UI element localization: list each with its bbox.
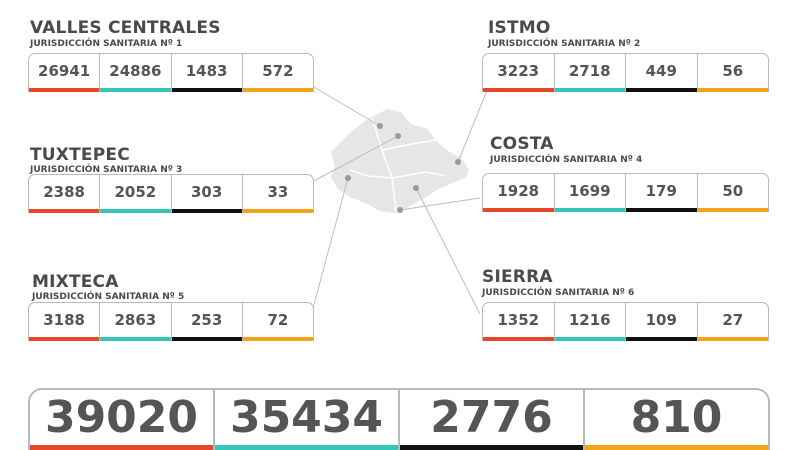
region-subtitle: JURISDICCIÓN SANITARIA Nº 5 xyxy=(32,292,185,302)
jurisdiction-tuxtepec: TUXTEPEC JURISDICCIÓN SANITARIA Nº 3 xyxy=(30,146,182,176)
deaths-value: 303 xyxy=(171,175,243,213)
jurisdiction-costa: COSTA JURISDICCIÓN SANITARIA Nº 4 xyxy=(490,135,642,166)
state-shape xyxy=(329,107,471,215)
region-subtitle: JURISDICCIÓN SANITARIA Nº 2 xyxy=(488,39,641,49)
active-value: 50 xyxy=(697,174,769,212)
deaths-value: 179 xyxy=(626,174,698,212)
region-name: VALLES CENTRALES xyxy=(30,18,221,38)
recovered-value: 2052 xyxy=(100,175,172,213)
jurisdiction-istmo: ISTMO JURISDICCIÓN SANITARIA Nº 2 xyxy=(488,19,640,50)
deaths-value: 109 xyxy=(626,303,698,341)
deaths-value: 449 xyxy=(626,54,698,92)
recovered-value: 1216 xyxy=(554,303,626,341)
recovered-value: 1699 xyxy=(554,174,626,212)
region-name: TUXTEPEC xyxy=(30,145,130,165)
active-value: 572 xyxy=(242,54,313,92)
region-name: COSTA xyxy=(490,134,554,154)
active-value: 56 xyxy=(697,54,769,92)
stats-box-costa: 1928 1699 179 50 xyxy=(482,173,769,212)
region-name: ISTMO xyxy=(488,18,551,38)
total-deaths-value: 2776 xyxy=(400,390,585,450)
stats-box-sierra: 1352 1216 109 27 xyxy=(482,302,769,341)
total-confirmed-value: 39020 xyxy=(30,390,215,450)
active-value: 72 xyxy=(242,303,313,341)
total-active-value: 810 xyxy=(585,390,768,450)
region-subtitle: JURISDICCIÓN SANITARIA Nº 4 xyxy=(490,155,643,165)
region-subtitle: JURISDICCIÓN SANITARIA Nº 6 xyxy=(482,288,635,298)
totals-box: 39020 35434 2776 810 xyxy=(28,388,770,450)
total-recovered-value: 35434 xyxy=(215,390,400,450)
jurisdiction-mixteca: MIXTECA JURISDICCIÓN SANITARIA Nº 5 xyxy=(32,273,184,303)
confirmed-value: 3188 xyxy=(29,303,101,341)
active-value: 27 xyxy=(697,303,769,341)
deaths-value: 1483 xyxy=(171,54,243,92)
stats-box-valles-centrales: 26941 24886 1483 572 xyxy=(28,53,314,92)
region-name: SIERRA xyxy=(482,267,553,287)
confirmed-value: 1928 xyxy=(483,174,555,212)
confirmed-value: 3223 xyxy=(483,54,555,92)
stats-box-mixteca: 3188 2863 253 72 xyxy=(28,302,314,341)
recovered-value: 24886 xyxy=(100,54,172,92)
confirmed-value: 2388 xyxy=(29,175,101,213)
jurisdiction-sierra: SIERRA JURISDICCIÓN SANITARIA Nº 6 xyxy=(482,268,634,299)
stats-box-istmo: 3223 2718 449 56 xyxy=(482,53,769,92)
jurisdiction-valles-centrales: VALLES CENTRALES JURISDICCIÓN SANITARIA … xyxy=(30,19,221,50)
active-value: 33 xyxy=(242,175,313,213)
stats-box-tuxtepec: 2388 2052 303 33 xyxy=(28,174,314,213)
region-subtitle: JURISDICCIÓN SANITARIA Nº 1 xyxy=(30,39,183,49)
region-subtitle: JURISDICCIÓN SANITARIA Nº 3 xyxy=(30,165,183,175)
region-name: MIXTECA xyxy=(32,272,119,292)
deaths-value: 253 xyxy=(171,303,243,341)
confirmed-value: 26941 xyxy=(29,54,101,92)
recovered-value: 2718 xyxy=(554,54,626,92)
confirmed-value: 1352 xyxy=(483,303,555,341)
recovered-value: 2863 xyxy=(100,303,172,341)
